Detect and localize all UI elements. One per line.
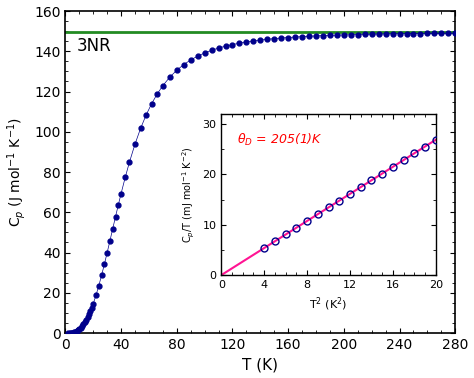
Y-axis label: C$_p$ (J mol$^{-1}$ K$^{-1}$): C$_p$ (J mol$^{-1}$ K$^{-1}$) [6,117,28,227]
X-axis label: T (K): T (K) [242,358,278,372]
Text: 3NR: 3NR [76,37,111,55]
